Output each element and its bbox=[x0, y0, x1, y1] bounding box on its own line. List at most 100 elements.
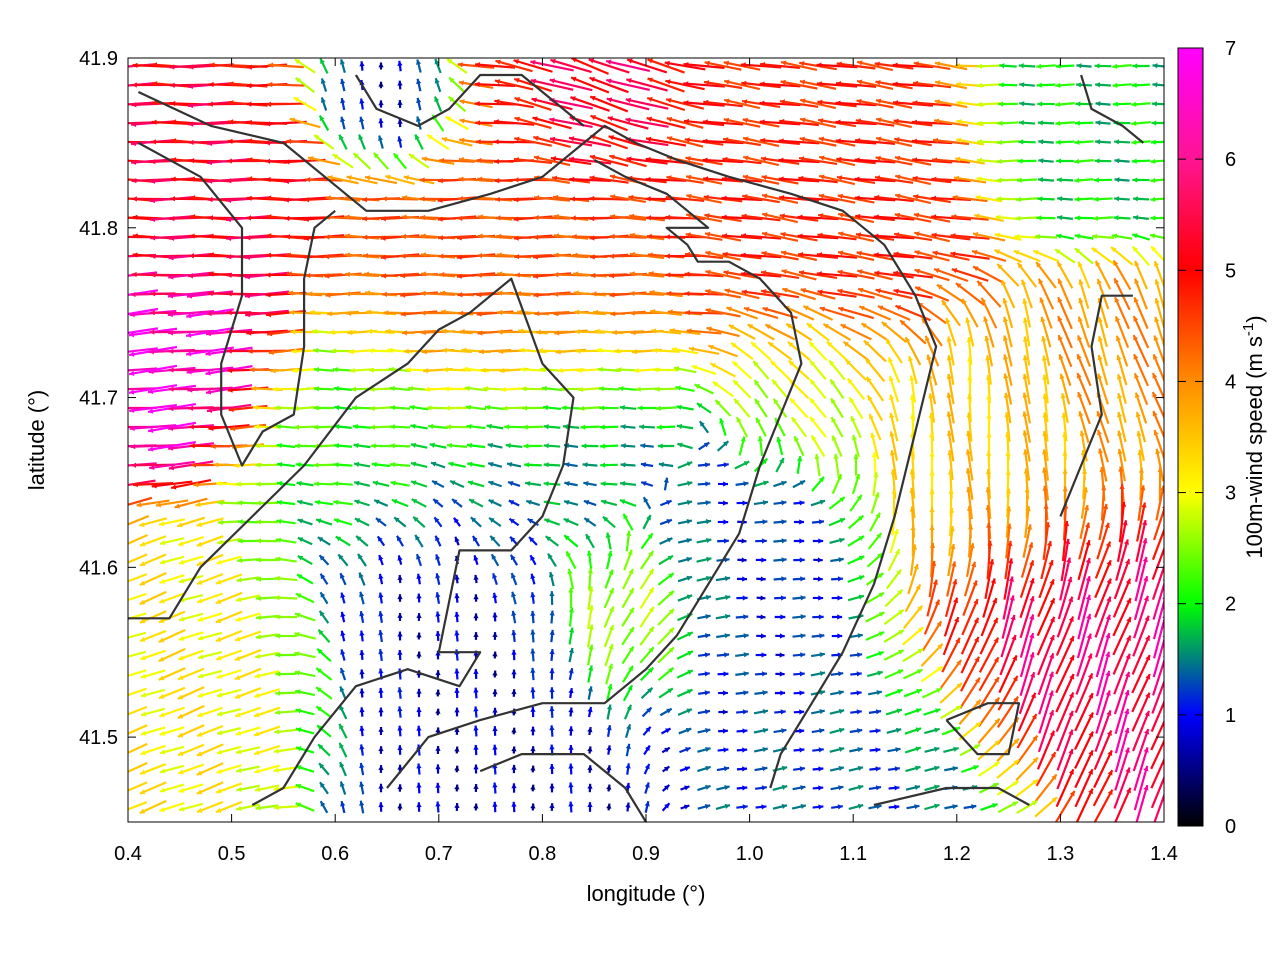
wind-arrow bbox=[646, 116, 686, 130]
wind-arrow bbox=[550, 156, 592, 166]
wind-arrow bbox=[495, 59, 533, 73]
wind-arrow bbox=[780, 60, 818, 72]
wind-arrow bbox=[721, 214, 763, 221]
wind-arrow bbox=[1094, 63, 1112, 69]
wind-arrow bbox=[533, 135, 571, 149]
wind-arrow bbox=[378, 62, 384, 70]
wind-arrow bbox=[1093, 196, 1113, 202]
wind-arrow bbox=[1037, 120, 1055, 126]
wind-arrow bbox=[779, 99, 819, 108]
wind-arrow bbox=[950, 251, 990, 260]
wind-arrow bbox=[1056, 177, 1074, 183]
wind-arrow bbox=[402, 195, 436, 202]
wind-arrow bbox=[742, 155, 780, 167]
wind-arrow bbox=[397, 60, 403, 72]
wind-arrow bbox=[835, 100, 877, 107]
wind-arrow bbox=[797, 251, 839, 259]
wind-arrow bbox=[570, 58, 610, 75]
wind-arrow bbox=[1152, 82, 1164, 88]
wind-arrow bbox=[416, 97, 422, 111]
x-tick-label: 0.4 bbox=[114, 843, 142, 865]
wind-arrow bbox=[1150, 177, 1164, 184]
wind-arrow bbox=[340, 116, 346, 130]
wind-arrow bbox=[532, 116, 572, 130]
wind-arrow bbox=[761, 250, 799, 261]
wind-arrow bbox=[629, 251, 665, 260]
wind-arrow bbox=[799, 98, 837, 110]
wind-arrow bbox=[703, 99, 743, 108]
wind-arrow bbox=[666, 116, 704, 129]
wind-arrow bbox=[415, 59, 422, 73]
wind-arrow bbox=[875, 155, 913, 166]
wind-arrow bbox=[894, 174, 932, 186]
wind-arrow bbox=[513, 59, 553, 73]
wind-arrow bbox=[1149, 233, 1164, 239]
wind-arrow bbox=[854, 176, 896, 183]
wind-arrow bbox=[426, 133, 450, 151]
wind-arrow bbox=[780, 250, 818, 262]
wind-arrow bbox=[761, 212, 799, 224]
wind-arrow bbox=[1095, 139, 1111, 145]
wind-arrow bbox=[1032, 249, 1060, 263]
wind-arrow bbox=[950, 233, 990, 240]
wind-arrow bbox=[416, 78, 422, 92]
wind-arrow bbox=[873, 233, 915, 240]
wind-arrow bbox=[934, 61, 968, 71]
y-tick-label: 41.5 bbox=[79, 727, 118, 749]
wind-arrow bbox=[589, 154, 629, 167]
wind-arrow bbox=[893, 232, 933, 242]
wind-arrow bbox=[723, 117, 761, 128]
wind-arrow bbox=[359, 98, 365, 110]
wind-arrow bbox=[873, 252, 915, 259]
wind-arrow bbox=[894, 212, 932, 223]
wind-arrow bbox=[514, 97, 552, 111]
wind-arrow bbox=[645, 136, 687, 147]
wind-arrow bbox=[914, 231, 950, 243]
wind-arrow bbox=[854, 157, 896, 164]
wind-arrow bbox=[447, 95, 467, 113]
wind-arrow bbox=[378, 100, 384, 108]
wind-arrow bbox=[294, 58, 316, 74]
wind-arrow bbox=[1038, 158, 1054, 164]
wind-arrow bbox=[855, 137, 895, 145]
wind-arrow bbox=[994, 249, 1022, 263]
wind-arrow bbox=[977, 63, 1001, 69]
wind-arrow bbox=[1018, 120, 1036, 126]
wind-arrow bbox=[953, 175, 987, 184]
wind-arrow bbox=[441, 136, 473, 147]
x-tick-label: 1.1 bbox=[839, 843, 867, 865]
wind-arrow bbox=[685, 232, 723, 241]
wind-arrow bbox=[293, 96, 317, 112]
wind-arrow bbox=[421, 156, 455, 165]
wind-arrow bbox=[976, 82, 1002, 89]
wind-arrow bbox=[1132, 63, 1150, 69]
wind-arrow bbox=[609, 194, 647, 204]
wind-arrow bbox=[514, 116, 552, 130]
wind-arrow bbox=[533, 195, 571, 202]
wind-arrow bbox=[397, 80, 403, 90]
wind-arrow bbox=[477, 233, 513, 240]
wind-arrow bbox=[568, 156, 612, 165]
wind-arrow bbox=[1036, 82, 1056, 88]
wind-arrow bbox=[759, 100, 801, 107]
wind-arrow bbox=[835, 138, 877, 145]
wind-arrow bbox=[1114, 158, 1130, 164]
wind-arrow bbox=[955, 137, 985, 146]
wind-arrow bbox=[683, 100, 725, 107]
wind-arrow bbox=[952, 194, 988, 203]
wind-arrow bbox=[1018, 139, 1036, 145]
wind-arrow bbox=[609, 233, 647, 240]
wind-arrow bbox=[797, 214, 839, 221]
wind-arrow bbox=[1016, 196, 1038, 203]
wind-arrow bbox=[684, 251, 724, 260]
y-axis-label: latitude (°) bbox=[24, 390, 49, 491]
wind-arrow bbox=[493, 119, 535, 126]
wind-arrow bbox=[1095, 101, 1111, 107]
wind-arrow bbox=[1091, 246, 1115, 266]
wind-arrow bbox=[553, 233, 589, 240]
wind-arrow bbox=[647, 58, 685, 74]
wind-arrow bbox=[856, 98, 894, 109]
wind-arrow bbox=[666, 175, 704, 185]
wind-arrow bbox=[817, 232, 857, 241]
wind-arrow bbox=[549, 78, 593, 92]
